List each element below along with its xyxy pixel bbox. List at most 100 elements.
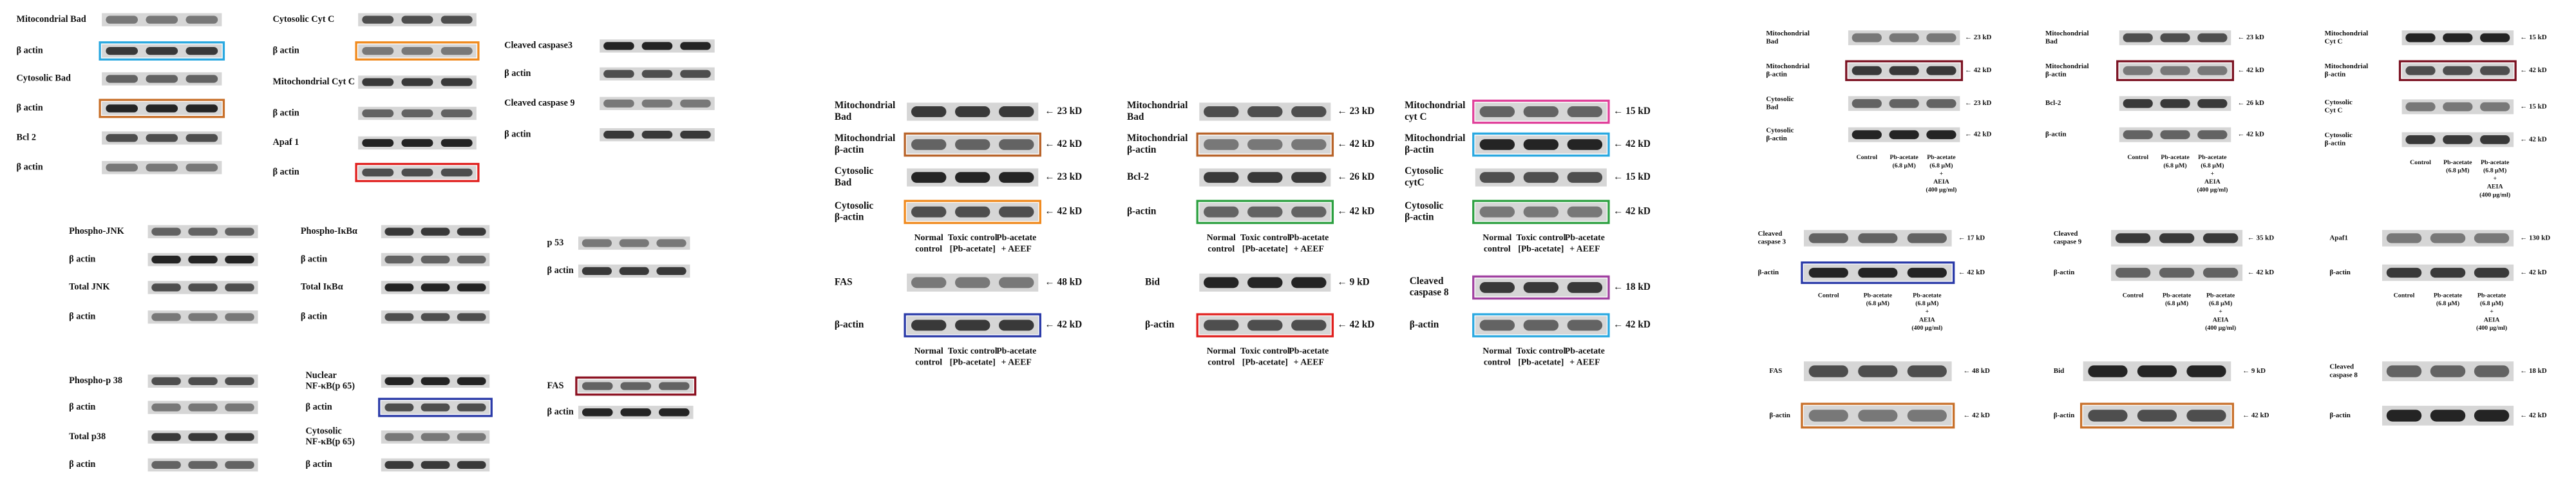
highlight-box [1196,200,1334,224]
blot-band [151,403,181,412]
highlight-box [1845,60,1964,81]
lane-label: + [2219,308,2222,316]
lane-label: Toxic control [1240,346,1290,355]
blot-band [2088,365,2128,377]
blot-band [2123,130,2153,140]
blot-band [1291,172,1327,183]
blot-band [582,267,612,276]
blot-band [603,99,634,108]
blot-band [680,42,711,50]
row-label: Mitocondrial Bad [17,14,86,24]
row-label: β actin [17,103,43,113]
blot-band [2202,233,2239,243]
row-label: Bad [835,177,852,188]
kd-label: ← 23 kD [1045,106,1082,117]
row-label: Bcl-2 [1127,171,1149,182]
blot-band [999,172,1034,183]
kd-label: ← 15 kD [1613,106,1651,117]
blot-band [225,313,254,321]
row-label: β-actin [835,144,864,155]
row-label: β actin [504,68,531,79]
blot-band [954,319,990,331]
lane-label: Toxic control [948,346,998,355]
blot-band [2430,267,2466,278]
kd-label: ← 42 kD [2520,269,2546,276]
blot-band [1479,319,1515,331]
blot-band [1204,277,1239,289]
lane-label: Pb-acetate [2481,159,2510,166]
blot-band [384,377,414,385]
kd-label: ← 42 kD [1045,206,1082,217]
blot-band [911,172,947,183]
kd-label: ← 15 kD [1613,171,1651,182]
row-label: β-actin [1766,71,1787,79]
lane-label: control [1208,244,1235,254]
blot-band [999,106,1034,117]
blot-band [185,46,218,55]
blot-band [188,460,218,469]
blot-band [1567,106,1603,117]
blot-band [1858,365,1898,377]
row-label: β-actin [1127,206,1157,217]
blot-band [911,319,947,331]
lane-label: Pb-acetate [2161,154,2190,161]
row-label: Cytosolic [1766,95,1794,103]
blot-band [185,134,218,142]
blot-band [1808,410,1848,422]
blot-band [185,104,218,113]
blot-band [1247,277,1283,289]
highlight-box [355,41,480,61]
kd-label: ← 42 kD [1045,319,1082,330]
kd-label: ← 42 kD [2237,66,2264,74]
blot-band [603,131,634,139]
blot-band [106,164,138,172]
lane-label: Toxic control [1516,232,1566,242]
blot-band [1808,267,1848,278]
kd-label: ← 42 kD [2520,66,2546,74]
kd-label: ← 42 kD [2242,412,2269,419]
row-label: β actin [69,402,95,412]
blot-band [421,460,450,469]
blot-band [1523,139,1559,150]
lane-label: Pb-acetate [1289,232,1329,242]
blot-band [2474,267,2510,278]
blot-band [1291,206,1327,218]
blot-band [2474,233,2510,243]
blot-band [1567,282,1603,293]
kd-label: ← 130 kD [2520,234,2550,242]
row-label: β actin [69,312,95,322]
kd-label: ← 42 kD [2248,269,2274,276]
blot-band [2443,33,2473,43]
blot-band [2115,233,2151,243]
blot-band [1889,99,1919,108]
kd-label: ← 42 kD [1338,319,1375,330]
blot-band [2430,233,2466,243]
blot-band [188,283,218,292]
lane-label: (400 μg/ml) [1911,325,1942,332]
blot-band [421,227,450,236]
row-label: Nuclear [305,370,337,381]
lane-label: Normal [914,232,943,242]
blot-band [1858,233,1898,243]
kd-label: ← 18 kD [1613,281,1651,292]
blot-band [146,134,178,142]
blot-band [1523,106,1559,117]
blot-band [225,377,254,385]
blot-band [582,239,612,247]
row-label: Mitochondrial [2325,62,2369,70]
highlight-box [1472,313,1610,337]
row-label: Cyt C [2325,37,2343,45]
blot-band [146,164,178,172]
lane-label: (400 μg/ml) [2205,325,2236,332]
kd-label: ← 35 kD [2248,234,2274,242]
blot-band [2480,135,2510,144]
blot-band [1889,66,1919,75]
blot-band [362,15,394,24]
blot-band [1926,33,1956,43]
blot-band [401,78,433,86]
row-label: β-actin [1758,269,1779,276]
lane-label: Pb-acetate [2163,292,2192,299]
row-label: Cleaved [2054,230,2078,238]
lane-label: AEIA [2213,316,2230,323]
lane-label: AEIA [2484,316,2501,323]
